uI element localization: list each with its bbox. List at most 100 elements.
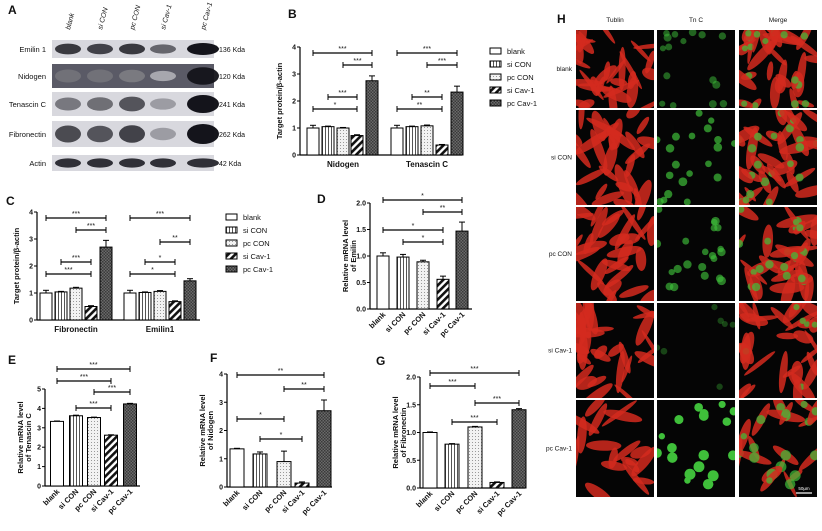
- tubulin-cell: [739, 331, 755, 364]
- tnc-signal: [714, 135, 722, 144]
- cells: [739, 400, 817, 497]
- tubulin-cell: [635, 247, 647, 271]
- significance-label: ***: [338, 46, 346, 53]
- tnc-signal: [753, 31, 761, 38]
- chart-g: 0.0 0.5 1.0 1.5 2.0 Relative mRNA level of Fib…: [391, 366, 527, 518]
- chart-c: 0 1 2 3 4 Target protein/β-actin Fibronectin Em…: [12, 210, 273, 335]
- significance-label: *: [151, 267, 154, 274]
- tubulin-cell: [806, 351, 817, 376]
- tnc-signal: [708, 100, 717, 108]
- micrograph-merge: [739, 303, 817, 398]
- blot-row-label: Nidogen: [18, 72, 46, 81]
- bar-si-con: [444, 443, 460, 489]
- western-blot-panel: blank si CON pc CON si Cav-1 pc Cav-1 Emilin …: [9, 2, 245, 171]
- significance-label: *: [422, 235, 425, 242]
- significance-label: ***: [108, 385, 116, 392]
- tnc-signal: [749, 442, 759, 453]
- tubulin-cell: [739, 63, 757, 91]
- bar-blank: [390, 127, 404, 156]
- tnc-signal: [755, 264, 764, 274]
- tnc-signal: [705, 160, 712, 168]
- y-tick-label: 2: [292, 99, 296, 106]
- tubulin-cell: [766, 163, 786, 189]
- tubulin-cell: [601, 209, 625, 226]
- tnc-signal: [671, 31, 679, 38]
- tnc-signal: [660, 347, 668, 355]
- row-label: si CON: [551, 155, 572, 162]
- tnc-signal: [693, 461, 705, 473]
- tnc-signal: [745, 30, 752, 37]
- panel-label-a: A: [8, 3, 17, 17]
- significance-label: ***: [89, 401, 97, 408]
- tubulin-cell: [600, 460, 627, 471]
- significance-label: ***: [470, 366, 478, 373]
- blot-band: [150, 44, 176, 54]
- tubulin-cell: [578, 110, 585, 130]
- tnc-signal: [659, 100, 666, 107]
- tnc-signal: [780, 262, 789, 272]
- tubulin-cell: [596, 76, 606, 96]
- tnc-signal: [684, 468, 696, 480]
- micrograph-merge: [739, 30, 817, 108]
- tnc-signal: [684, 477, 691, 484]
- blot-band: [119, 43, 145, 55]
- y-tick-label: 4: [292, 45, 296, 52]
- significance-label: ***: [87, 223, 95, 230]
- cells: [657, 110, 735, 205]
- tnc-signal: [698, 31, 706, 39]
- tubulin-cell: [613, 198, 634, 205]
- tubulin-cell: [576, 303, 592, 339]
- tnc-signal: [688, 132, 696, 140]
- tnc-signal: [753, 132, 762, 141]
- legend-swatch: [225, 239, 238, 247]
- tnc-signal: [756, 415, 766, 425]
- bar-si-con: [321, 126, 335, 156]
- significance-label: *: [259, 412, 262, 419]
- column-header: Merge: [769, 17, 788, 24]
- y-axis-label-line2: of Emilin: [349, 240, 358, 272]
- cells: [576, 400, 654, 497]
- tubulin-cell: [795, 184, 817, 198]
- bar-pc-con: [336, 127, 350, 156]
- legend-label: blank: [507, 47, 525, 56]
- row-label: blank: [556, 66, 572, 73]
- panel-label-b: B: [288, 7, 297, 21]
- tnc-signal: [714, 224, 722, 232]
- blot-row-label: Tenascin C: [9, 100, 47, 109]
- tnc-signal: [760, 177, 770, 187]
- y-tick-label: 3: [29, 237, 33, 244]
- significance-label: *: [280, 432, 283, 439]
- blot-row-label: Fibronectin: [9, 130, 46, 139]
- blot-band: [87, 69, 113, 83]
- tnc-signal: [699, 409, 709, 418]
- chart-f: 0 1 2 3 4 Relative mRNA level of Nidogen blanks…: [198, 368, 332, 517]
- blot-band: [150, 158, 176, 168]
- tubulin-cell: [775, 74, 792, 88]
- cells: [657, 207, 726, 292]
- legend-swatch: [489, 86, 502, 94]
- group-label: Tenascin C: [406, 160, 448, 169]
- tnc-signal: [702, 478, 714, 490]
- bar-pc-cav-1: [99, 246, 113, 321]
- tnc-signal: [668, 268, 675, 276]
- column-header: Tn C: [689, 17, 703, 24]
- tnc-signal: [765, 198, 773, 205]
- tnc-signal: [694, 402, 704, 412]
- tubulin-cell: [576, 133, 583, 147]
- y-tick-label: 1.0: [406, 430, 416, 437]
- x-tick-label: blank: [221, 487, 242, 508]
- tubulin-cell: [622, 461, 650, 495]
- tubulin-cell: [576, 168, 607, 186]
- tubulin-cell: [576, 129, 612, 155]
- tnc-signal: [671, 160, 680, 169]
- tnc-signal: [800, 32, 809, 40]
- y-tick-label: 0: [219, 485, 223, 492]
- tnc-signal: [665, 171, 674, 180]
- tnc-signal: [785, 124, 794, 133]
- significance-label: *: [421, 193, 424, 200]
- micrograph-merge: [739, 400, 817, 497]
- tubulin-cell: [627, 70, 637, 90]
- blot-band: [187, 158, 219, 168]
- tnc-signal: [741, 100, 748, 107]
- bar-pc-con: [416, 261, 430, 310]
